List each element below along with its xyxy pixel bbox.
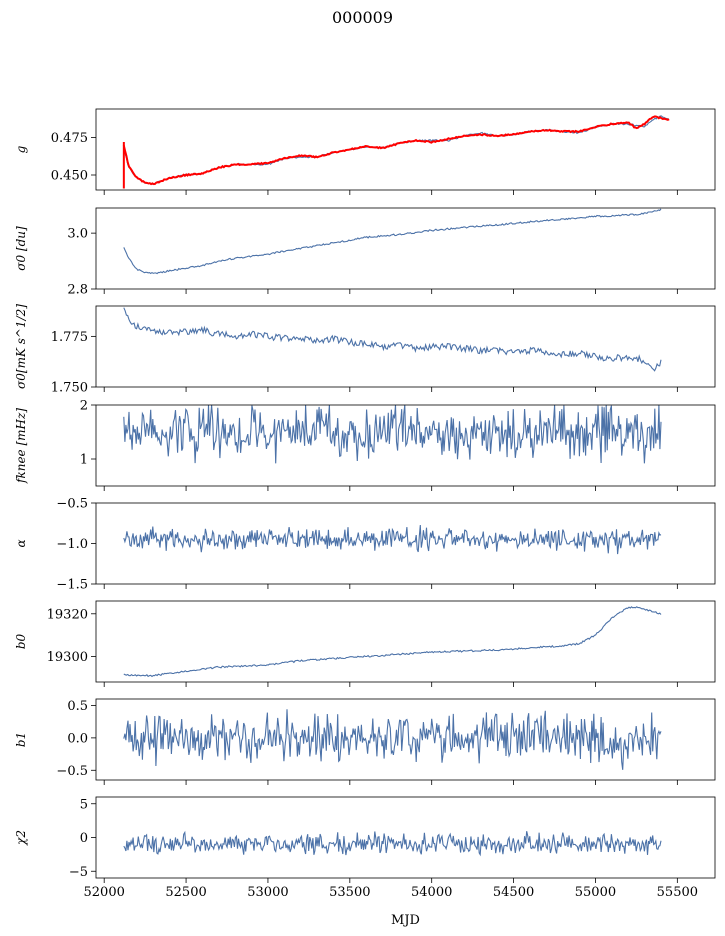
- y-tick-label-4-2: −0.5: [56, 497, 88, 512]
- series-line-0-1: [122, 115, 670, 186]
- y-tick-label-6-2: 0.5: [67, 699, 88, 714]
- y-tick-label-7-0: −5: [69, 865, 88, 880]
- x-tick-label-55000: 55000: [575, 885, 616, 900]
- x-axis-label: MJD: [391, 913, 420, 928]
- y-tick-label-7-2: 5: [80, 797, 88, 812]
- y-axis-label-1: σ0 [du]: [14, 226, 28, 271]
- x-tick-label-55500: 55500: [657, 885, 698, 900]
- series-line-4-0: [123, 524, 662, 555]
- x-tick-label-54500: 54500: [493, 885, 534, 900]
- y-tick-label-5-1: 19320: [47, 607, 88, 622]
- y-tick-label-7-1: 0: [80, 831, 88, 846]
- series-line-3-0: [123, 404, 662, 464]
- y-tick-label-0-1: 0.475: [51, 131, 88, 146]
- series-line-2-0: [123, 307, 662, 372]
- series-line-5-0: [123, 606, 662, 678]
- x-tick-label-52000: 52000: [84, 885, 125, 900]
- panel-frame-6: [95, 698, 716, 781]
- series-line-0-0: [123, 115, 670, 185]
- y-tick-label-2-1: 1.775: [51, 330, 88, 345]
- panel-frame-3: [95, 404, 716, 487]
- y-axis-label-2: σ0[mK s^1/2]: [14, 304, 28, 389]
- series-line-7-0: [123, 830, 662, 857]
- x-tick-label-52500: 52500: [165, 885, 206, 900]
- y-axis-label-4: α: [14, 539, 28, 547]
- y-tick-label-1-0: 2.8: [67, 283, 88, 298]
- y-tick-label-5-0: 19300: [47, 650, 88, 665]
- y-tick-label-6-0: −0.5: [56, 764, 88, 779]
- y-axis-label-6: b1: [14, 732, 28, 747]
- series-line-6-0: [123, 709, 662, 770]
- panel-frame-1: [95, 207, 716, 290]
- y-axis-label-3: fknee [mHz]: [14, 408, 28, 484]
- figure-title: 000009: [331, 8, 394, 27]
- y-tick-label-1-1: 3.0: [67, 227, 88, 242]
- y-tick-label-2-0: 1.750: [51, 381, 88, 396]
- x-tick-label-53500: 53500: [329, 885, 370, 900]
- panel-frame-2: [95, 305, 716, 388]
- y-tick-label-3-0: 1: [80, 453, 88, 468]
- panel-frame-0: [95, 108, 716, 191]
- y-tick-label-4-0: −1.5: [56, 578, 88, 593]
- x-tick-label-53000: 53000: [247, 885, 288, 900]
- series-line-1-0: [123, 208, 662, 275]
- y-axis-label-7: χ2: [14, 830, 28, 846]
- panel-frame-5: [95, 600, 716, 683]
- y-axis-label-5: b0: [14, 633, 28, 649]
- y-tick-label-4-1: −1.0: [56, 537, 88, 552]
- x-tick-label-54000: 54000: [411, 885, 452, 900]
- y-axis-label-0: g: [14, 145, 28, 153]
- y-tick-label-3-1: 2: [80, 399, 88, 414]
- y-tick-label-0-0: 0.450: [51, 169, 88, 184]
- panel-frame-7: [95, 796, 716, 879]
- y-tick-label-6-1: 0.0: [67, 731, 88, 746]
